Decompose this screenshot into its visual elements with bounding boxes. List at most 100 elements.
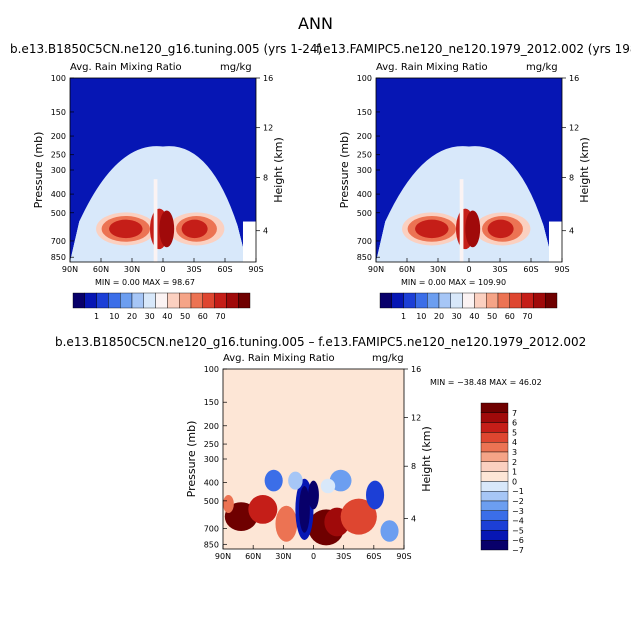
colorbar-label: −5 (512, 526, 524, 535)
y-tick-label: 700 (204, 524, 219, 533)
colorbar-swatch (427, 292, 440, 309)
y-tick-label: 100 (357, 74, 372, 83)
panel2-left-label: Avg. Rain Mixing Ratio (376, 62, 488, 73)
colorbar-swatch (84, 292, 97, 309)
contour-blob (288, 471, 303, 490)
colorbar-swatch (480, 461, 509, 472)
y2-tick-label: 8 (569, 173, 574, 182)
colorbar-swatch (438, 292, 452, 309)
y-tick-label: 300 (357, 166, 372, 175)
panel2-title: f.e13.FAMIPC5.ne120_ne120.1979_2012.002 … (316, 42, 631, 56)
contour-blob (248, 495, 278, 524)
colorbar-label: 50 (487, 312, 497, 321)
colorbar-label: −3 (512, 507, 524, 516)
colorbar-swatch (533, 292, 546, 309)
panel3-stats: MIN = −38.48 MAX = 46.02 (430, 378, 542, 387)
colorbar-label: 4 (512, 438, 517, 447)
y-tick-label: 400 (51, 190, 66, 199)
x-tick-label: 90N (368, 265, 384, 274)
y-tick-label: 200 (357, 132, 372, 141)
y-tick-label: 500 (357, 209, 372, 218)
contour-blob (415, 219, 449, 239)
x-tick-label: 30N (124, 265, 140, 274)
y2-tick-label: 4 (263, 227, 268, 236)
colorbar-label: 30 (452, 312, 462, 321)
colorbar-label: 10 (109, 312, 119, 321)
colorbar-label: 50 (180, 312, 190, 321)
colorbar-label: 5 (512, 428, 517, 437)
x-tick-label: 60S (366, 552, 381, 561)
x-tick-label: 0 (466, 265, 471, 274)
y2-axis-title: Height (km) (420, 426, 433, 492)
y-tick-label: 850 (51, 253, 66, 262)
colorbar-swatch (119, 292, 133, 309)
colorbar-swatch (480, 451, 509, 463)
colorbar-swatch (167, 292, 180, 309)
y-tick-label: 100 (204, 365, 219, 374)
contour-blob (459, 179, 464, 262)
y-tick-label: 400 (204, 479, 219, 488)
colorbar-swatch (480, 530, 509, 541)
colorbar-swatch (403, 292, 416, 309)
colorbar-swatch (480, 432, 509, 443)
colorbar-label: 1 (401, 312, 406, 321)
y-tick-label: 200 (204, 422, 219, 431)
y2-axis-title: Height (km) (272, 137, 285, 203)
colorbar-swatch (450, 292, 463, 309)
colorbar-swatch (237, 292, 251, 309)
colorbar-swatch (131, 292, 145, 309)
contour-blob (264, 469, 283, 492)
y2-tick-label: 12 (411, 414, 421, 423)
colorbar-label: 1 (94, 312, 99, 321)
colorbar-swatch (178, 292, 192, 309)
colorbar-label: 30 (145, 312, 155, 321)
x-tick-label: 60S (523, 265, 538, 274)
colorbar-label: −7 (512, 546, 524, 555)
x-tick-label: 30N (275, 552, 291, 561)
contour-blob (299, 486, 310, 533)
colorbar-swatch (474, 292, 487, 309)
y-tick-label: 250 (204, 440, 219, 449)
colorbar-swatch (486, 292, 499, 309)
x-tick-label: 90S (554, 265, 569, 274)
x-tick-label: 30S (336, 552, 351, 561)
y-tick-label: 300 (204, 455, 219, 464)
x-tick-label: 60N (93, 265, 109, 274)
y-tick-label: 850 (357, 253, 372, 262)
colorbar-label: 0 (512, 477, 517, 486)
y-tick-label: 700 (51, 237, 66, 246)
colorbar-label: −6 (512, 536, 524, 545)
colorbar-swatch (480, 422, 509, 433)
x-tick-label: 0 (160, 265, 165, 274)
colorbar-label: 40 (469, 312, 479, 321)
contour-blob (548, 221, 562, 262)
colorbar-swatch (480, 471, 509, 482)
y-axis-title: Pressure (mb) (32, 132, 45, 209)
y-tick-label: 150 (204, 398, 219, 407)
colorbar-swatch (202, 292, 215, 309)
panel1-title: b.e13.B1850C5CN.ne120_g16.tuning.005 (yr… (10, 42, 323, 56)
x-tick-label: 60N (245, 552, 261, 561)
x-tick-label: 90N (62, 265, 78, 274)
y-tick-label: 850 (204, 540, 219, 549)
y2-tick-label: 8 (263, 173, 268, 182)
colorbar-swatch (226, 292, 239, 309)
colorbar-swatch (480, 520, 509, 531)
x-tick-label: 30S (186, 265, 201, 274)
y2-tick-label: 12 (263, 124, 273, 133)
colorbar-swatch (155, 292, 168, 309)
contour-blob (223, 495, 234, 513)
x-tick-label: 60S (217, 265, 232, 274)
colorbar-swatch (480, 412, 509, 423)
colorbar-swatch (72, 292, 86, 309)
colorbar-swatch (480, 540, 509, 551)
x-tick-label: 0 (311, 552, 316, 561)
colorbar-swatch (415, 292, 428, 309)
colorbar-swatch (462, 292, 475, 309)
colorbar-label: 70 (522, 312, 532, 321)
y2-tick-label: 8 (411, 462, 416, 471)
y-tick-label: 400 (357, 190, 372, 199)
colorbar-label: −4 (512, 517, 524, 526)
x-tick-label: 90S (248, 265, 263, 274)
panel3-field (223, 369, 404, 549)
